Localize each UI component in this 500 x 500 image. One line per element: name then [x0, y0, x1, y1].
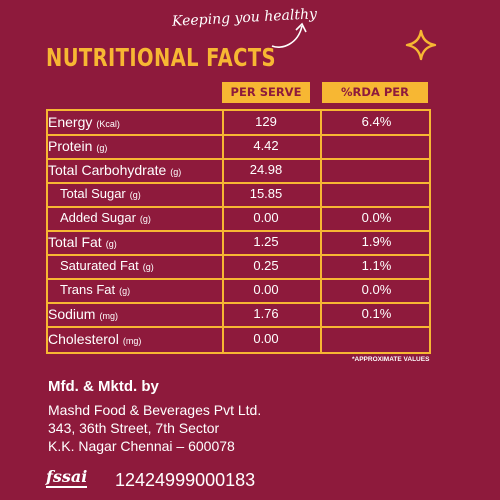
column-divider-1 [222, 109, 224, 354]
row-label: Total Sugar (g) [60, 186, 141, 201]
approximate-values-note: *APPROXIMATE VALUES [352, 356, 430, 363]
row-label: Trans Fat (g) [60, 282, 131, 297]
column-header-rda: %RDA PER SERVE [322, 82, 428, 120]
per-serve-value: 0.00 [253, 282, 279, 297]
row-divider [46, 206, 431, 208]
table-row-total-sugar: Total Sugar (g) 15.85 [46, 182, 431, 206]
manufacturer-heading: Mfd. & Mktd. by [48, 378, 159, 395]
table-border-bottom [46, 352, 431, 354]
rda-value [324, 158, 429, 182]
fssai-logo: fssai [46, 467, 88, 488]
table-row-trans-fat: Trans Fat (g) 0.00 0.0% [46, 278, 431, 302]
row-divider [46, 182, 431, 184]
table-row-saturated-fat: Saturated Fat (g) 0.25 1.1% [46, 254, 431, 278]
rda-value [324, 327, 429, 351]
per-serve-value: 1.76 [253, 306, 279, 321]
rda-value [324, 182, 429, 206]
per-serve-value: 4.42 [253, 138, 279, 153]
table-row-added-sugar: Added Sugar (g) 0.00 0.0% [46, 206, 431, 230]
row-label: Sodium (mg) [48, 306, 118, 322]
per-serve-value: 0.25 [253, 258, 279, 273]
nutrition-table: Energy (Kcal) 129 6.4% Protein (g) 4.42 To… [46, 109, 431, 354]
per-serve-value: 0.00 [253, 331, 279, 346]
rda-value [324, 134, 429, 158]
per-serve-value: 1.25 [253, 234, 279, 249]
curved-arrow-icon [271, 22, 307, 48]
column-header-per-serve: PER SERVE 35G [222, 82, 310, 120]
row-label: Total Fat (g) [48, 234, 117, 250]
column-divider-2 [320, 109, 322, 354]
row-divider [46, 158, 431, 160]
per-serve-value: 15.85 [249, 186, 283, 201]
manufacturer-name: Mashd Food & Beverages Pvt Ltd. [48, 402, 262, 418]
fssai-license-number: 12424999000183 [115, 470, 256, 490]
row-label: Saturated Fat (g) [60, 258, 154, 273]
row-label: Cholesterol (mg) [48, 331, 142, 347]
row-divider [46, 302, 431, 304]
per-serve-value: 0.00 [253, 210, 279, 225]
rda-value: 0.0% [361, 282, 392, 297]
rda-value: 1.9% [361, 234, 392, 249]
per-serve-value: 129 [255, 114, 277, 129]
rda-value: 0.1% [361, 306, 392, 321]
row-label: Added Sugar (g) [60, 210, 151, 225]
sparkle-icon [405, 29, 437, 61]
row-label: Energy (Kcal) [48, 114, 120, 130]
table-row-total-fat: Total Fat (g) 1.25 1.9% [46, 230, 431, 254]
page-title: NUTRITIONAL FACTS [46, 43, 276, 72]
manufacturer-address-line: 343, 36th Street, 7th Sector [48, 420, 220, 436]
table-row-sodium: Sodium (mg) 1.76 0.1% [46, 302, 431, 326]
table-row-cholesterol: Cholesterol (mg) 0.00 [46, 327, 431, 351]
row-divider [46, 134, 431, 136]
table-row-total-carbohydrate: Total Carbohydrate (g) 24.98 [46, 158, 431, 182]
manufacturer-address-city: K.K. Nagar Chennai – 600078 [48, 438, 235, 454]
row-label: Protein (g) [48, 138, 108, 154]
row-divider [46, 278, 431, 280]
per-serve-value: 24.98 [249, 162, 283, 177]
rda-value: 6.4% [361, 114, 392, 129]
row-divider [46, 326, 431, 328]
table-border-top [46, 109, 431, 111]
row-label: Total Carbohydrate (g) [48, 162, 182, 178]
table-border-right [429, 109, 431, 354]
table-row-protein: Protein (g) 4.42 [46, 134, 431, 158]
rda-value: 1.1% [361, 258, 392, 273]
row-divider [46, 230, 431, 232]
table-border-left [46, 109, 48, 354]
table-row-energy: Energy (Kcal) 129 6.4% [46, 110, 431, 134]
rda-value: 0.0% [361, 210, 392, 225]
row-divider [46, 254, 431, 256]
